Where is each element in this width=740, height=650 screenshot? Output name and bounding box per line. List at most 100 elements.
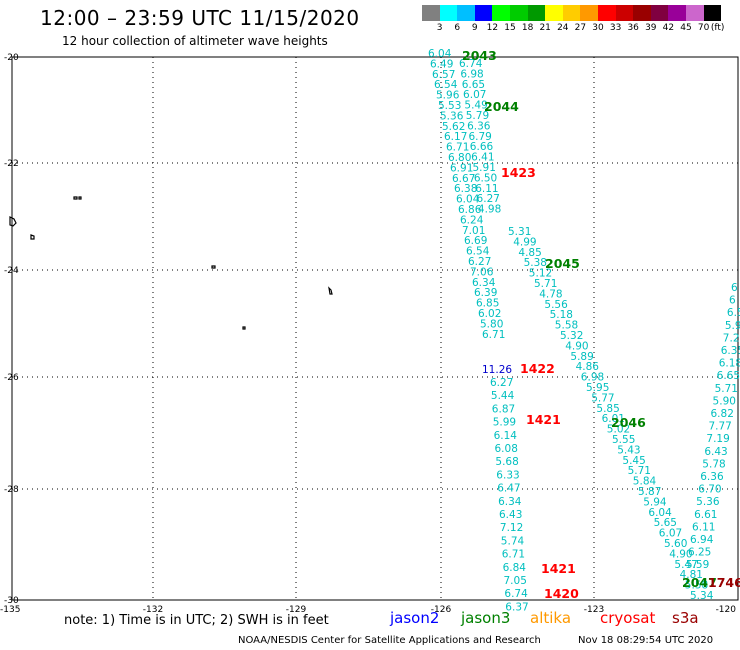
wave-height-label: 6.39 [474, 287, 497, 299]
wave-height-label: 5.53 [438, 100, 461, 112]
wave-height-label: 6.65 [717, 370, 740, 382]
lat-label: -26 [4, 373, 19, 383]
wave-height-label: 6.74 [504, 588, 528, 600]
wave-height-label: 5.44 [491, 390, 515, 402]
scale-swatch [580, 5, 598, 21]
scale-label: 36 [627, 23, 639, 33]
scale-label: 70 [697, 23, 710, 33]
color-scale-bar [422, 5, 722, 21]
wave-height-label: 6.36 [467, 120, 491, 132]
wave-height-label: 6.91 [450, 162, 473, 174]
wave-height-label: 5.18 [550, 309, 573, 321]
scale-swatch [668, 5, 686, 21]
mission-label: altika [530, 609, 572, 627]
island-outline [211, 265, 216, 269]
pass-label: 1423 [501, 165, 536, 180]
wave-height-label: 5.71 [628, 465, 651, 477]
wave-height-label: 6.07 [463, 89, 486, 101]
wave-height-label: 5.94 [643, 496, 667, 508]
scale-swatch [527, 5, 546, 21]
wave-height-label: 5.95 [586, 382, 609, 394]
lat-label: -20 [4, 53, 19, 63]
wave-height-label: 5.85 [596, 403, 619, 415]
track-labels: 6.046.496.576.545.965.535.365.626.176.71… [428, 48, 740, 613]
wave-height-label: 6.65 [462, 79, 485, 91]
wave-height-label: 5.71 [715, 383, 738, 395]
wave-height-label: 5.45 [622, 455, 645, 467]
wave-height-label: 5.59 [686, 559, 709, 571]
island-outline [78, 196, 82, 200]
wave-height-label: 6.27 [468, 256, 491, 268]
wave-height-label: 6.11 [692, 521, 715, 533]
wave-height-label: 6.5 [727, 307, 740, 319]
lon-label: -126 [431, 605, 452, 615]
scale-swatch [562, 5, 581, 21]
wave-height-label: 6 [731, 282, 738, 294]
lon-label: -123 [584, 605, 604, 615]
scale-swatch [685, 5, 704, 21]
scale-swatch [509, 5, 528, 21]
wave-height-label: 7.12 [500, 522, 523, 534]
wave-height-label: 6.35 [721, 345, 740, 357]
page-subtitle: 12 hour collection of altimeter wave hei… [62, 34, 328, 48]
page-title: 12:00 – 23:59 UTC 11/15/2020 [40, 6, 360, 30]
lon-label: -129 [286, 605, 307, 615]
wave-height-label: 6.54 [466, 246, 490, 258]
mission-label: jason2 [390, 609, 440, 627]
wave-height-label: 6.33 [496, 469, 519, 481]
wave-height-label: 6.18 [719, 358, 740, 370]
scale-label: 15 [504, 23, 516, 33]
island-outlines [9, 196, 333, 330]
wave-height-label: 5.90 [713, 395, 736, 407]
map-grid [12, 57, 738, 600]
wave-height-label: 7.77 [708, 421, 731, 433]
lat-label: -22 [4, 159, 19, 169]
wave-height-label: 6.25 [688, 547, 711, 559]
pass-label: 1746 [708, 575, 740, 590]
scale-label: 27 [574, 23, 587, 33]
pass-label: 1420 [544, 586, 579, 601]
scale-label: 42 [662, 23, 675, 33]
scale-label: 21 [539, 23, 551, 33]
wave-height-label: 5.68 [495, 456, 518, 468]
scale-label: 6 [454, 23, 461, 33]
wave-height-label: 4.78 [539, 288, 562, 300]
wave-height-label: 6.34 [498, 496, 522, 508]
wave-height-label: 5.58 [555, 320, 578, 332]
color-scale-labels: 3 6 9 12 15 18 21 24 27 30 33 36 39 42 45 70 (ft) [422, 23, 740, 37]
wave-height-label: 5.84 [633, 476, 657, 488]
island-outline [73, 196, 78, 200]
wave-height-label: 4.99 [513, 236, 536, 248]
scale-label: 24 [557, 23, 569, 33]
wave-height-label: 6.24 [460, 214, 484, 226]
wave-height-label: 5.36 [440, 110, 464, 122]
wave-height-label: 6.74 [459, 58, 483, 70]
wave-height-label: 6.07 [659, 528, 682, 540]
wave-height-label: 6.67 [452, 173, 475, 185]
wave-height-label: 6.98 [460, 68, 483, 80]
wave-height-label: 4.85 [518, 247, 541, 259]
footer-note: note: 1) Time is in UTC; 2) SWH is in fe… [64, 613, 329, 628]
wave-height-label: 6.17 [444, 131, 467, 143]
wave-height-label: 6.04 [428, 48, 452, 60]
scale-label: 33 [609, 23, 622, 33]
wave-height-label: 4.98 [478, 204, 501, 216]
scale-label: 39 [645, 23, 657, 33]
wave-height-label: 6.85 [476, 298, 499, 310]
island-outline [9, 216, 17, 227]
wave-height-label: 6.66 [470, 141, 494, 153]
wave-height-label: 5.43 [617, 444, 640, 456]
scale-swatch [633, 5, 651, 21]
scale-swatch [474, 5, 493, 21]
wave-height-label: 6.57 [432, 69, 455, 81]
wave-height-label: 4.90 [669, 548, 692, 560]
wave-height-label: 6.43 [704, 446, 727, 458]
footer-timestamp: Nov 18 08:29:54 UTC 2020 [578, 635, 714, 646]
scale-label: 30 [592, 23, 604, 33]
mission-label: s3a [672, 609, 699, 627]
wave-height-label: 5.99 [493, 417, 516, 429]
wave-height-label: 6.14 [494, 430, 518, 442]
wave-height-label: 7.19 [706, 433, 729, 445]
wave-height-label: 7.01 [462, 225, 485, 237]
